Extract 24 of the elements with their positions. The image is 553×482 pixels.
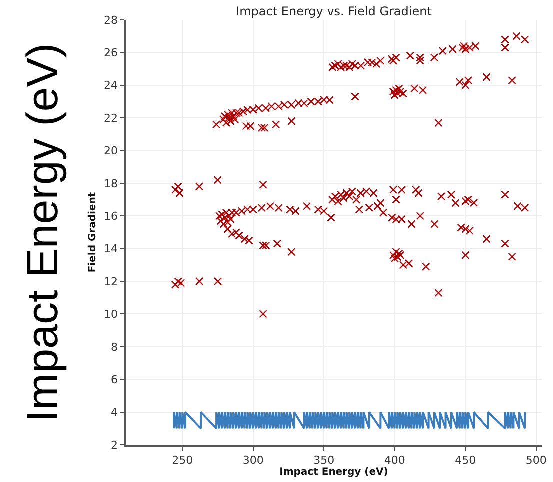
y-tick-label: 28 [104,14,118,27]
y-tick-label: 2 [111,438,118,452]
y-tick-label: 14 [104,242,118,256]
y-tick-label: 26 [104,46,118,60]
x-tick-label: 350 [314,454,335,467]
y-tick-label: 6 [111,373,118,386]
x-tick-label: 300 [242,454,264,467]
y-tick-label: 24 [104,79,118,92]
x-tick-label: 500 [526,454,547,467]
chart-title: Impact Energy vs. Field Gradient [236,4,432,19]
y-tick-label: 20 [104,144,118,158]
y-tick-label: 16 [104,210,118,223]
y-tick-label: 10 [104,308,118,322]
y-tick-label: 22 [104,112,118,125]
x-axis-title: Impact Energy (eV) [280,466,388,478]
y-tick-label: 4 [111,406,118,420]
x-tick-label: 250 [172,454,194,467]
text: Impact Energy (eV) [18,43,68,422]
y-tick-label: 8 [111,340,118,354]
y-tick-label: 18 [104,177,118,190]
y-tick-label: 12 [104,275,118,288]
x-tick-label: 450 [455,454,476,467]
y-axis-title: Field Gradient [88,192,99,273]
x-tick-label: 400 [384,454,406,467]
